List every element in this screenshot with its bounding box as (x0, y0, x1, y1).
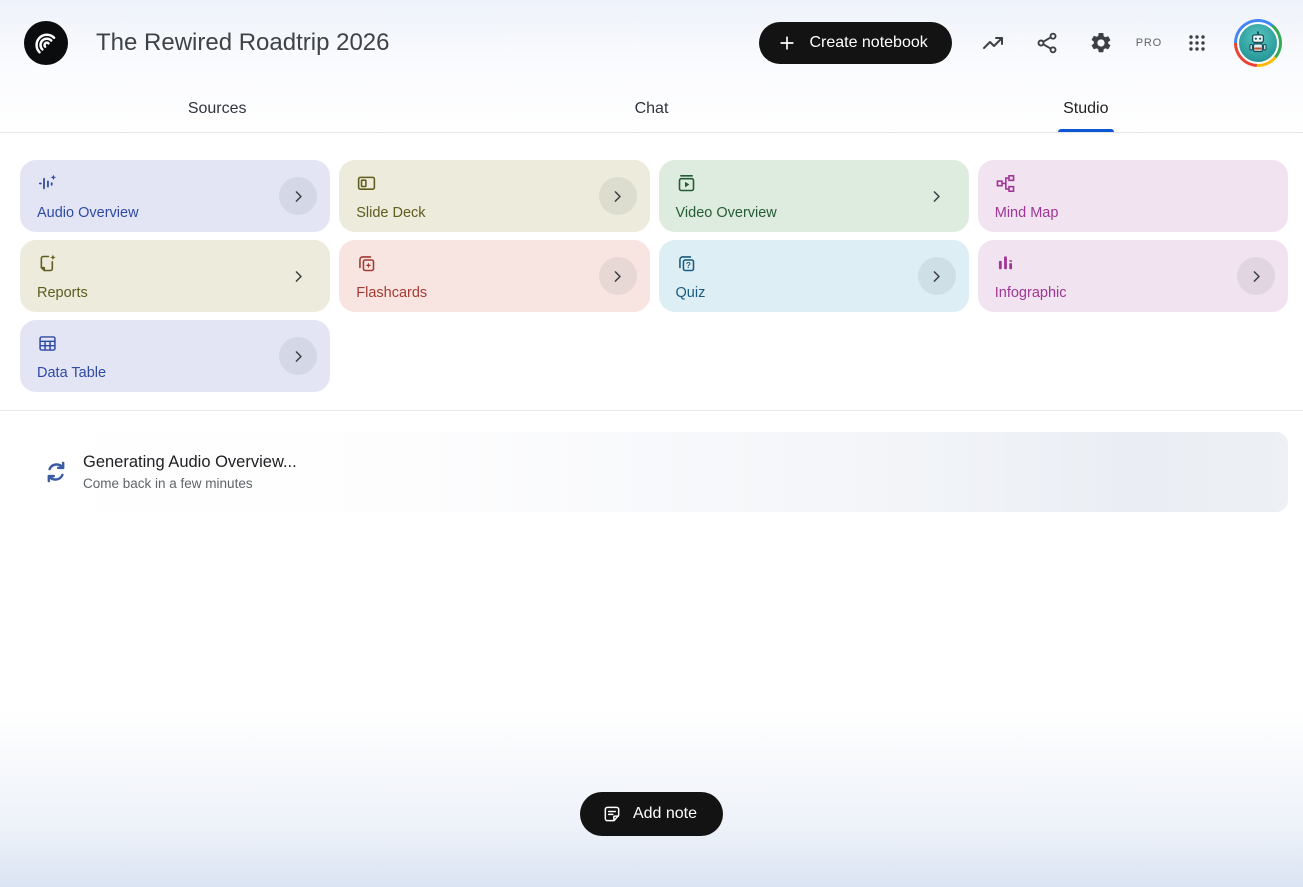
app-header: The Rewired Roadtrip 2026 Create noteboo… (0, 0, 1303, 86)
tool-card-quiz[interactable]: ? Quiz (658, 240, 969, 312)
active-tab-underline (1057, 129, 1114, 132)
chevron-right-icon[interactable] (279, 177, 318, 215)
chevron-right-icon[interactable] (598, 257, 637, 295)
notebooklm-logo[interactable] (24, 21, 68, 65)
tool-card-infographic[interactable]: Infographic (977, 240, 1288, 312)
data-table-icon (37, 333, 314, 354)
quiz-icon: ? (676, 253, 953, 274)
tool-label: Data Table (37, 364, 107, 381)
pro-badge: PRO (1135, 37, 1162, 49)
tool-card-flashcards[interactable]: Flashcards (339, 240, 650, 312)
svg-text:?: ? (685, 260, 690, 270)
add-note-label: Add note (632, 805, 698, 822)
create-notebook-button[interactable]: Create notebook (759, 22, 952, 64)
tool-card-data-table[interactable]: Data Table (20, 320, 331, 392)
infographic-icon (995, 253, 1272, 274)
section-divider (0, 410, 1303, 411)
tab-studio[interactable]: Studio (869, 86, 1303, 132)
logo-arcs-icon (35, 33, 56, 54)
tab-chat-label: Chat (634, 100, 669, 117)
settings-gear-icon[interactable] (1078, 20, 1124, 66)
add-note-row: Add note (0, 792, 1303, 836)
tool-label: Reports (37, 284, 88, 301)
slide-deck-icon (356, 173, 633, 194)
chevron-right-icon[interactable] (598, 177, 637, 215)
chevron-right-icon[interactable] (279, 257, 317, 295)
tool-card-mind-map[interactable]: Mind Map (977, 160, 1288, 232)
tab-sources-label: Sources (187, 100, 247, 117)
chevron-right-icon[interactable] (918, 177, 956, 215)
studio-panel: Audio Overview Slide Deck Video Overview Mi… (0, 160, 1303, 836)
tool-label: Infographic (994, 284, 1067, 301)
mind-map-icon (995, 173, 1272, 194)
chevron-right-icon[interactable] (1237, 257, 1275, 295)
avatar-robot-image (1237, 22, 1279, 64)
tab-sources[interactable]: Sources (0, 86, 434, 132)
header-actions: Create notebook PRO (759, 19, 1282, 67)
chevron-right-icon[interactable] (917, 257, 956, 295)
report-sparkle-icon (37, 253, 314, 274)
generating-status-card: Generating Audio Overview... Come back i… (15, 432, 1288, 512)
tool-card-slide-deck[interactable]: Slide Deck (339, 160, 650, 232)
tab-studio-label: Studio (1063, 100, 1109, 117)
tab-chat[interactable]: Chat (434, 86, 868, 132)
flashcards-icon (356, 253, 633, 274)
tool-label: Flashcards (356, 284, 428, 301)
tool-label: Quiz (675, 284, 706, 301)
tool-label: Video Overview (675, 204, 777, 221)
panel-tabs: Sources Chat Studio (0, 86, 1303, 133)
audio-waveform-icon (37, 173, 314, 194)
share-icon[interactable] (1024, 20, 1070, 66)
studio-tools-grid: Audio Overview Slide Deck Video Overview Mi… (20, 160, 1288, 392)
create-notebook-label: Create notebook (809, 34, 928, 51)
tool-card-video-overview[interactable]: Video Overview (658, 160, 969, 232)
video-overview-icon (676, 173, 953, 194)
plus-icon (780, 36, 795, 50)
chevron-right-icon[interactable] (279, 337, 318, 375)
notebook-title[interactable]: The Rewired Roadtrip 2026 (96, 29, 390, 56)
note-icon (604, 806, 620, 822)
generating-title: Generating Audio Overview... (83, 453, 297, 471)
tool-card-audio-overview[interactable]: Audio Overview (20, 160, 331, 232)
tool-label: Slide Deck (356, 204, 426, 221)
user-avatar[interactable] (1234, 19, 1282, 67)
generating-text: Generating Audio Overview... Come back i… (83, 453, 297, 491)
generating-subtitle: Come back in a few minutes (83, 476, 253, 491)
analytics-trend-icon[interactable] (970, 20, 1016, 66)
tool-card-reports[interactable]: Reports (20, 240, 331, 312)
sync-spinner-icon (43, 459, 69, 485)
tool-label: Audio Overview (37, 204, 139, 221)
apps-grid-icon[interactable] (1174, 20, 1220, 66)
add-note-button[interactable]: Add note (579, 792, 724, 836)
tool-label: Mind Map (994, 204, 1059, 221)
